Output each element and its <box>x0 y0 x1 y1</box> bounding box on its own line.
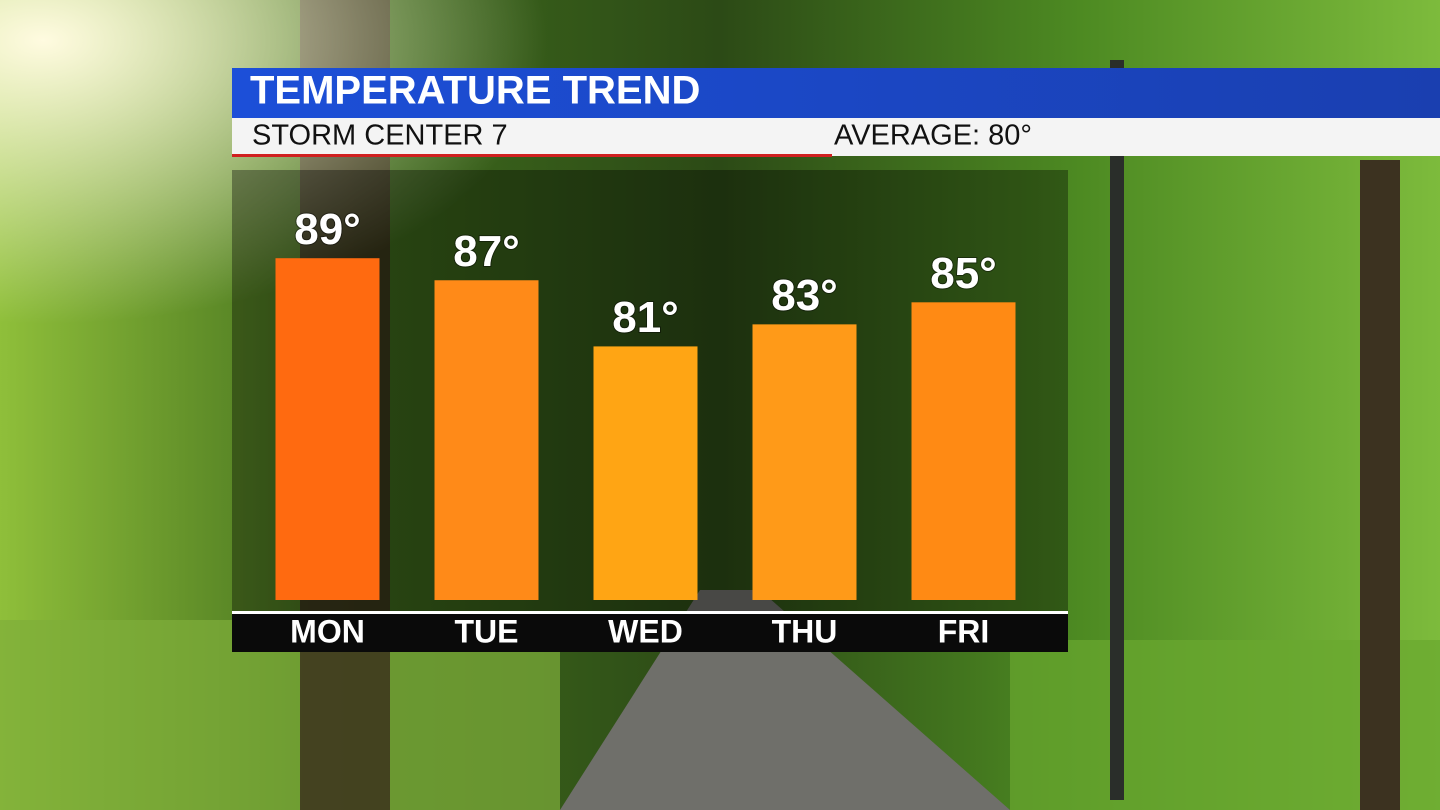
data-label: 83° <box>771 271 838 320</box>
annotation: AVERAGE: 80° <box>834 120 1032 152</box>
data-label: 81° <box>612 293 679 342</box>
bar <box>593 346 698 600</box>
subtitle-bar <box>232 118 1440 156</box>
x-tick-label: TUE <box>455 613 519 649</box>
bar <box>275 258 380 600</box>
x-tick-label: WED <box>608 613 683 649</box>
chart-title: TEMPERATURE TREND <box>250 69 700 113</box>
x-tick-label: THU <box>772 613 838 649</box>
bar <box>911 302 1016 600</box>
baseline <box>232 611 1068 614</box>
x-tick-label: FRI <box>938 613 990 649</box>
bar <box>434 280 539 600</box>
bar <box>752 324 857 600</box>
data-label: 87° <box>453 227 520 276</box>
title-bar <box>232 68 1440 118</box>
subtitle: STORM CENTER 7 <box>252 120 508 152</box>
x-tick-label: MON <box>290 613 365 649</box>
category-band <box>232 614 1068 652</box>
data-label: 89° <box>294 205 361 254</box>
data-label: 85° <box>930 249 997 298</box>
accent-line <box>232 154 832 157</box>
